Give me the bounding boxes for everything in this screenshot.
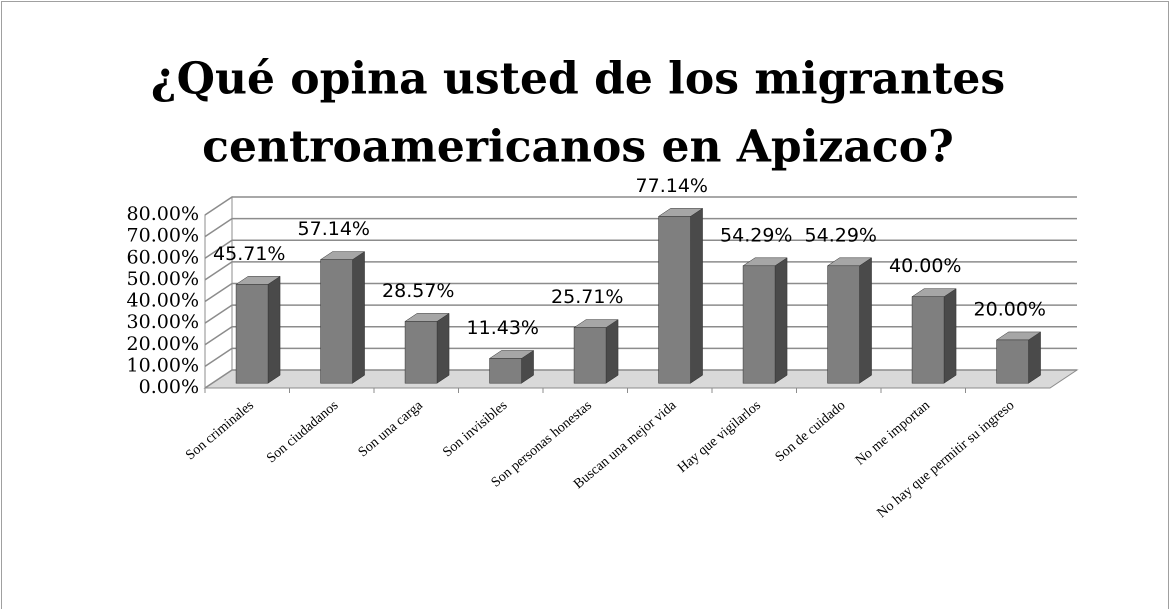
data-label: 54.29% (720, 224, 792, 246)
y-tick-label: 60.00% (127, 246, 199, 268)
bar-side (1028, 331, 1041, 384)
data-label: 57.14% (298, 218, 370, 240)
data-label: 54.29% (805, 224, 877, 246)
bar-side (267, 275, 281, 384)
bar (489, 358, 522, 384)
y-tick-label: 30.00% (127, 311, 199, 333)
grid-line (204, 326, 1077, 346)
data-label: 25.71% (551, 286, 623, 308)
grid-line (204, 369, 1077, 389)
bar-side (774, 257, 788, 384)
chart-title: ¿Qué opina usted de los migrantes (151, 54, 1005, 105)
bar (911, 296, 945, 384)
data-label: 77.14% (636, 175, 708, 197)
bar (827, 265, 860, 384)
bar (742, 265, 776, 384)
bar (320, 259, 353, 384)
grid-line (204, 239, 1077, 259)
data-label: 45.71% (213, 243, 285, 265)
grid-line (204, 304, 1077, 324)
y-tick-label: 0.00% (139, 376, 199, 398)
bar (996, 339, 1029, 384)
data-label: 28.57% (382, 280, 454, 302)
bar (573, 327, 607, 384)
bar (404, 321, 438, 384)
data-label: 40.00% (889, 255, 961, 277)
grid-line (204, 217, 1077, 238)
y-tick-label: 80.00% (127, 203, 199, 225)
grid-line (204, 347, 1077, 367)
grid-line (204, 196, 1077, 216)
y-tick-label: 10.00% (127, 354, 199, 376)
y-tick-label: 20.00% (127, 333, 199, 355)
data-label: 11.43% (467, 317, 539, 339)
data-label: 20.00% (974, 298, 1046, 320)
grid-line (204, 261, 1077, 281)
bar-side (943, 288, 957, 384)
bar-side (436, 312, 450, 384)
chart-title: centroamericanos en Apizaco? (202, 122, 954, 173)
bar-side (352, 251, 365, 384)
grid-line (204, 282, 1077, 303)
bar-side (605, 319, 619, 384)
bar-side (690, 207, 703, 384)
bar (235, 284, 269, 384)
y-tick-label: 50.00% (127, 268, 199, 290)
bar-side (859, 257, 872, 384)
y-tick-label: 70.00% (127, 225, 199, 247)
bar (658, 216, 691, 384)
y-tick-label: 40.00% (127, 290, 199, 312)
